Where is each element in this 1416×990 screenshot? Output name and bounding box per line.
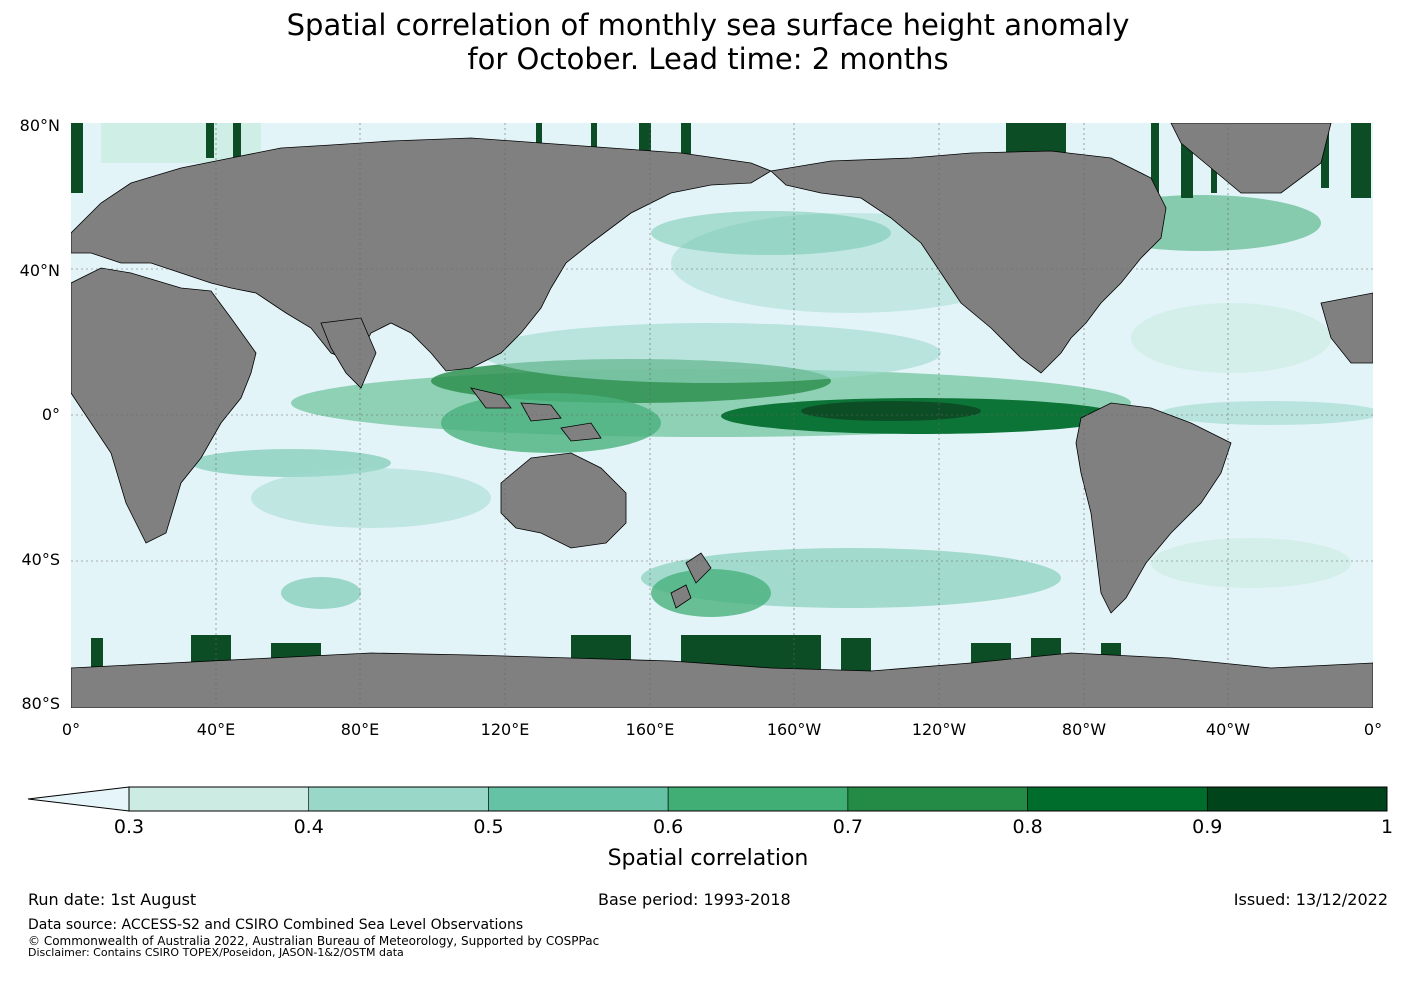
land-masses: [71, 123, 1373, 708]
colorbar-label: Spatial correlation: [607, 846, 809, 871]
lat-label-40s: 40°S: [21, 550, 60, 569]
colorbar-cell: [1206, 786, 1388, 812]
lon-label: 40°E: [196, 720, 236, 739]
issued-date: Issued: 13/12/2022: [1233, 890, 1388, 909]
colorbar-tick-label: 1: [1380, 816, 1394, 838]
lon-label: 80°W: [1061, 720, 1107, 739]
colorbar-cell: [847, 786, 1028, 812]
disclaimer: Disclaimer: Contains CSIRO TOPEX/Poseido…: [28, 946, 404, 959]
lat-label-80n: 80°N: [19, 116, 60, 135]
map-title-line1: Spatial correlation of monthly sea surfa…: [286, 8, 1130, 42]
colorbar-cell: [488, 786, 669, 812]
base-period: Base period: 1993-2018: [598, 890, 791, 909]
colorbar-frame: [128, 786, 1388, 812]
lon-label: 80°E: [340, 720, 380, 739]
graticule: [71, 123, 1373, 708]
map-canvas: [71, 123, 1373, 708]
colorbar-tick-label: 0.9: [1192, 816, 1223, 838]
copyright: © Commonwealth of Australia 2022, Austra…: [28, 934, 600, 948]
lon-label: 120°W: [911, 720, 967, 739]
lon-label: 40°W: [1205, 720, 1251, 739]
colorbar-cell: [667, 786, 849, 812]
lon-label: 120°E: [480, 720, 530, 739]
run-date: Run date: 1st August: [28, 890, 197, 909]
colorbar-tick-label: 0.8: [1012, 816, 1043, 838]
lon-label: 0°: [61, 720, 81, 739]
map-title-line2: for October. Lead time: 2 months: [467, 42, 949, 76]
colorbar-tick-label: 0.5: [473, 816, 504, 838]
lat-label-40n: 40°N: [19, 261, 60, 280]
lat-label-80s: 80°S: [21, 694, 60, 713]
colorbar: [27, 786, 1388, 812]
colorbar-tick-label: 0.7: [832, 816, 863, 838]
colorbar-extend-arrow: [27, 786, 130, 812]
correlation-map: [71, 123, 1373, 708]
colorbar-tick-label: 0.6: [653, 816, 684, 838]
colorbar-cell: [128, 786, 310, 812]
data-source: Data source: ACCESS-S2 and CSIRO Combine…: [28, 917, 524, 933]
lat-label-0: 0°: [41, 405, 60, 424]
lon-label: 160°E: [625, 720, 675, 739]
lon-label: 160°W: [766, 720, 822, 739]
colorbar-cell: [1027, 786, 1208, 812]
lon-label: 0°: [1363, 720, 1383, 739]
colorbar-cell: [308, 786, 489, 812]
colorbar-tick-label: 0.3: [113, 816, 145, 838]
colorbar-tick-label: 0.4: [293, 816, 324, 838]
